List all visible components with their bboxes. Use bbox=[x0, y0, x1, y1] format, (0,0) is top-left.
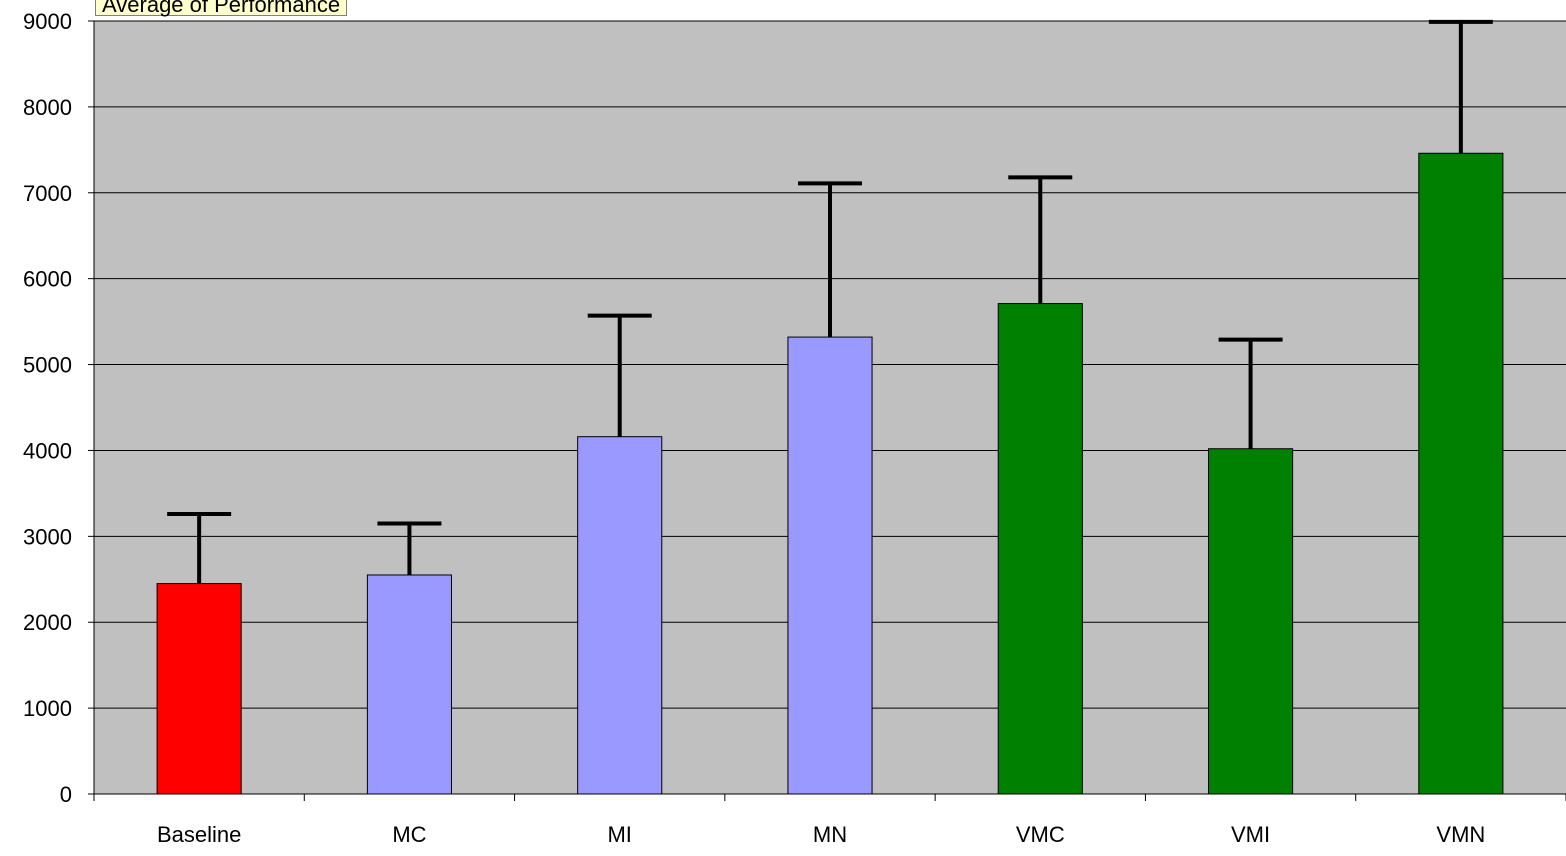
bar-vmc bbox=[997, 303, 1083, 795]
y-tick-label: 0 bbox=[60, 782, 72, 807]
x-tick-labels: Baseline MC MI MN VMC VMI VMN bbox=[157, 822, 1485, 847]
x-tick-label: MC bbox=[392, 822, 426, 847]
bar-mn bbox=[787, 336, 873, 795]
y-tick-labels: 0 1000 2000 3000 4000 5000 6000 7000 8000 9000 bbox=[23, 9, 72, 807]
y-tick-label: 4000 bbox=[23, 438, 72, 463]
bar-baseline bbox=[156, 583, 242, 795]
y-tick-label: 7000 bbox=[23, 181, 72, 206]
error-bars bbox=[167, 19, 1493, 584]
x-tick-label: MN bbox=[813, 822, 847, 847]
y-tick-label: 5000 bbox=[23, 353, 72, 378]
bar-vmn bbox=[1418, 152, 1504, 795]
x-tick-label: VMC bbox=[1016, 822, 1065, 847]
y-tick-label: 8000 bbox=[23, 95, 72, 120]
chart-title: Average of Performance bbox=[95, 0, 348, 17]
axes bbox=[88, 20, 1566, 801]
x-tick-label: VMI bbox=[1231, 822, 1270, 847]
y-tick-label: 1000 bbox=[23, 696, 72, 721]
x-tick-label: VMN bbox=[1436, 822, 1485, 847]
bars bbox=[156, 152, 1504, 795]
y-tick-label: 9000 bbox=[23, 9, 72, 34]
x-tick-label: Baseline bbox=[157, 822, 241, 847]
y-tick-label: 3000 bbox=[23, 524, 72, 549]
bar-mi bbox=[577, 436, 663, 795]
x-tick-label: MI bbox=[607, 822, 631, 847]
bar-mc bbox=[366, 574, 452, 795]
y-tick-label: 2000 bbox=[23, 610, 72, 635]
y-tick-label: 6000 bbox=[23, 267, 72, 292]
bar-vmi bbox=[1208, 448, 1294, 795]
